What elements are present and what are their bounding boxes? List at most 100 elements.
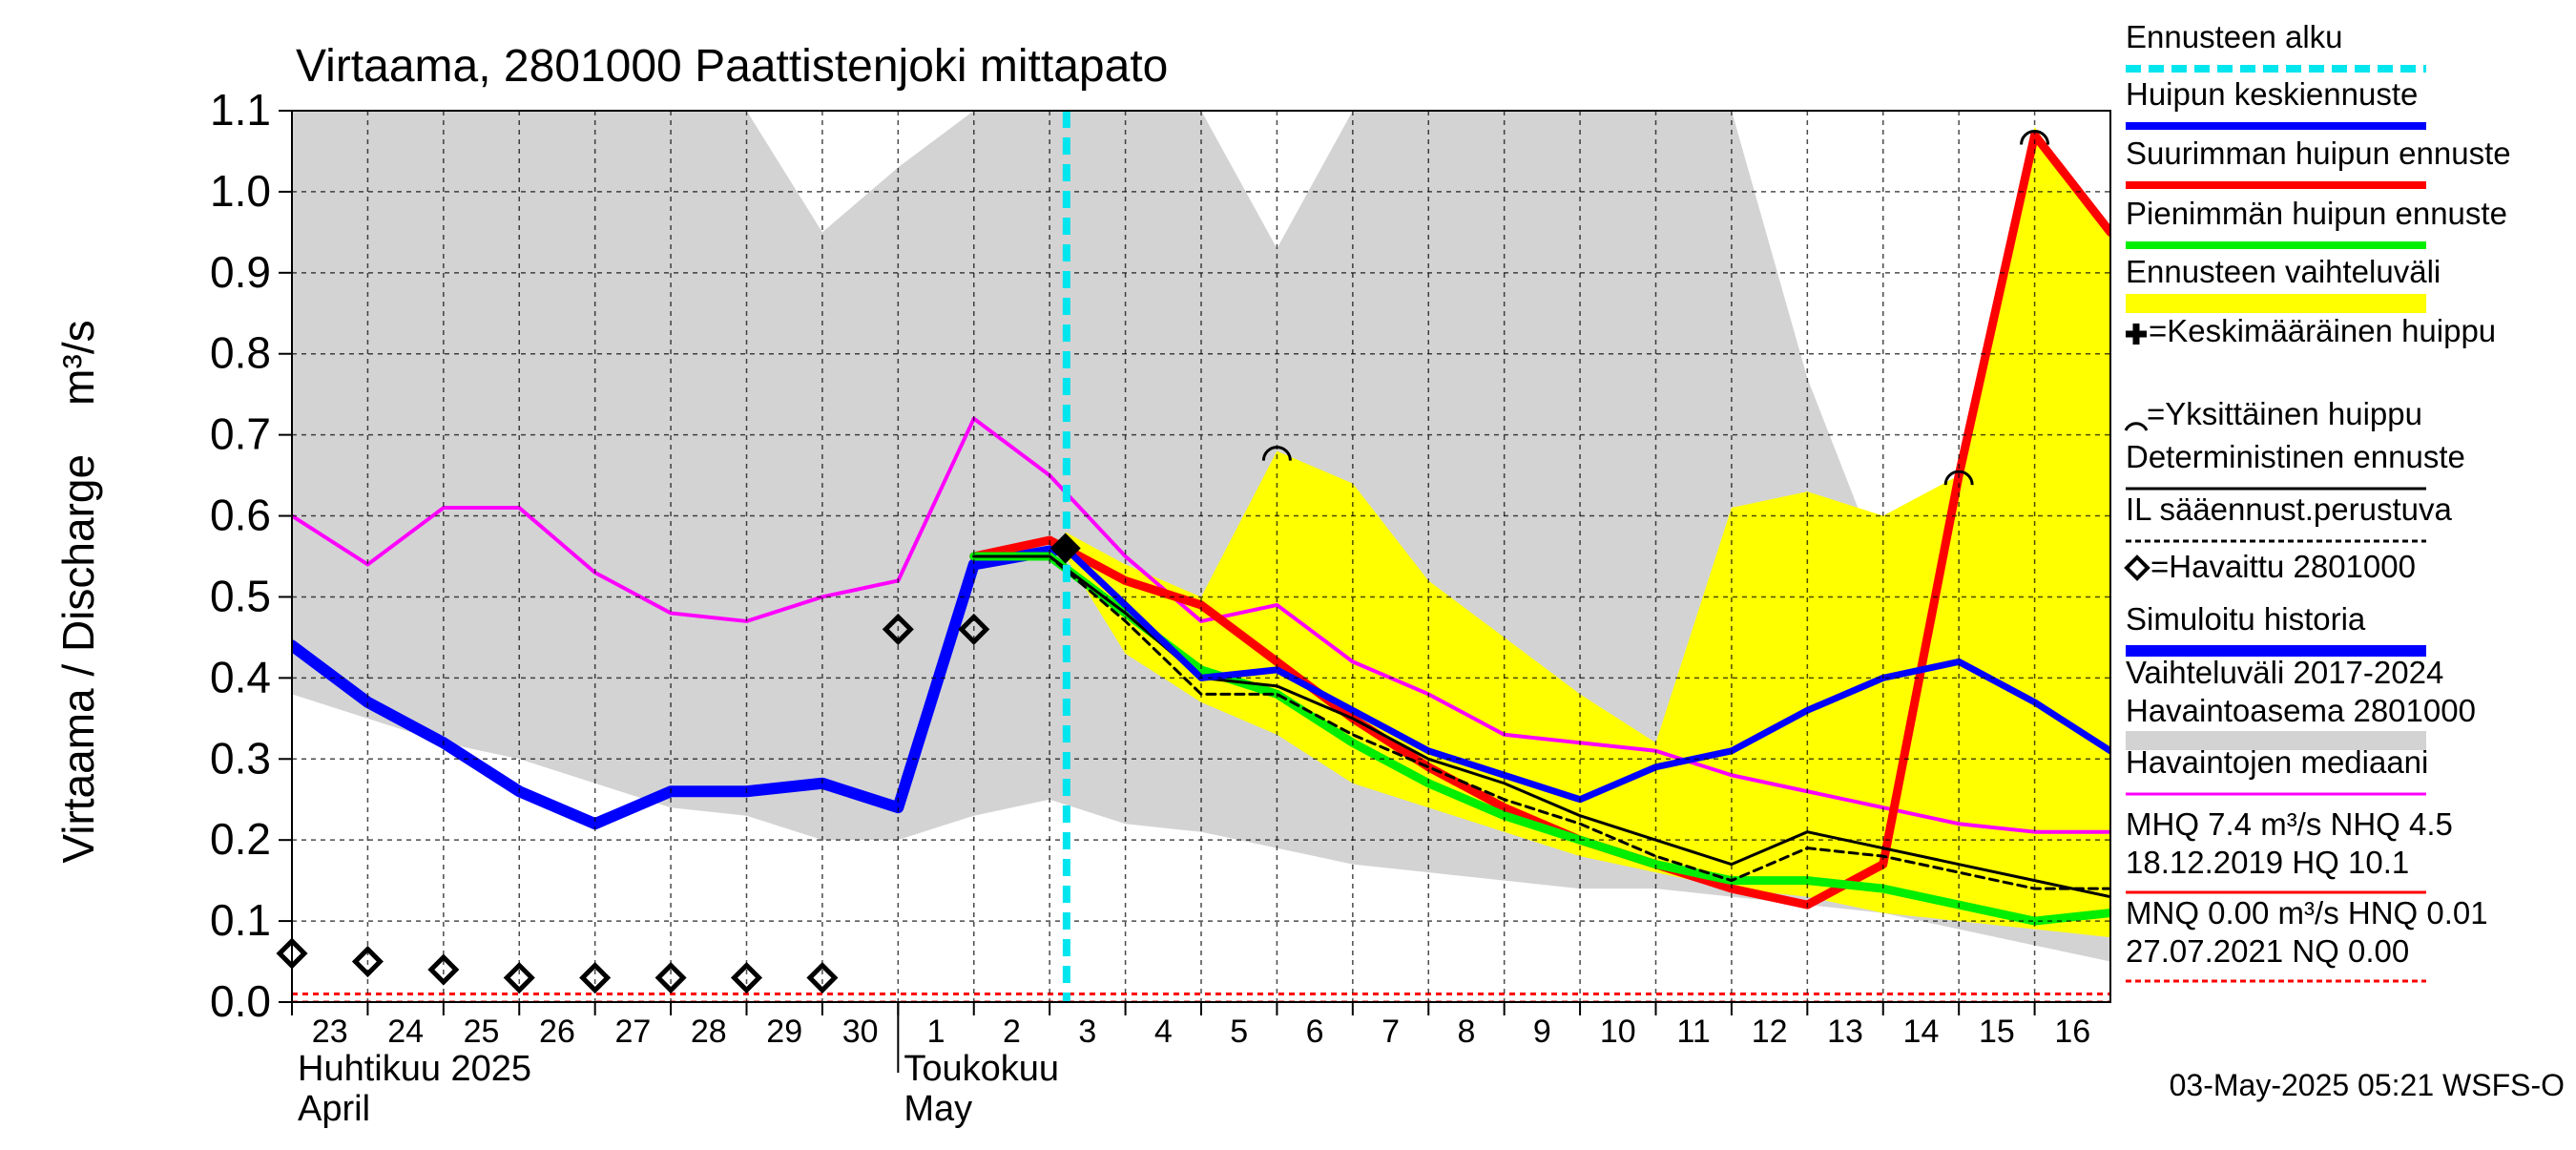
y-tick-label: 0.1: [210, 895, 271, 945]
chart-title: Virtaama, 2801000 Paattistenjoki mittapa…: [296, 41, 1168, 92]
single-peak-marker: [1261, 446, 1292, 461]
legend-item: =Havaittu 2801000: [2124, 549, 2416, 584]
observed-point: [351, 946, 384, 978]
x-tick-label: 26: [539, 1014, 575, 1050]
legend-label: Pienimmän huipun ennuste: [2126, 196, 2507, 231]
timestamp-footer: 03-May-2025 05:21 WSFS-O: [2170, 1068, 2565, 1102]
x-tick-label: 4: [1154, 1014, 1173, 1050]
y-tick-label: 0.7: [210, 409, 271, 459]
single-peak-marker: [1943, 470, 1974, 486]
legend-label: MHQ 7.4 m³/s NHQ 4.5: [2126, 806, 2453, 842]
plot-area: [276, 111, 2110, 1002]
x-tick-label: 28: [691, 1014, 727, 1050]
legend-item: Suurimman huipun ennuste: [2126, 136, 2511, 189]
y-tick-label: 0.5: [210, 571, 271, 620]
y-tick-label: 1.0: [210, 166, 271, 216]
x-tick-label: 13: [1827, 1014, 1863, 1050]
x-tick-label: 9: [1533, 1014, 1551, 1050]
diamond-icon: [2124, 554, 2150, 581]
x-tick-label: 12: [1752, 1014, 1788, 1050]
legend-label: Huipun keskiennuste: [2126, 76, 2418, 112]
x-tick-label: 24: [387, 1014, 424, 1050]
forecast-variation-band: [1065, 126, 2110, 938]
legend-label: Havaintojen mediaani: [2126, 744, 2428, 780]
legend-label: =Havaittu 2801000: [2150, 549, 2416, 584]
legend-label: =Keskimääräinen huippu: [2149, 313, 2496, 348]
axes: 0.00.10.20.30.40.50.60.70.80.91.01.123 24…: [210, 85, 2111, 1129]
observed-point: [503, 961, 535, 994]
legend-label-2: 18.12.2019 HQ 10.1: [2126, 845, 2409, 880]
mean-peak-marker: [1049, 533, 1081, 564]
legend-item: Pienimmän huipun ennuste: [2126, 196, 2507, 249]
plus-icon: [2126, 324, 2147, 345]
series-il-s-ennust-perustuva: [972, 554, 2110, 890]
x-tick-label: 8: [1457, 1014, 1475, 1050]
legend: Ennusteen alku Huipun keskiennuste Suurimm…: [2124, 19, 2511, 983]
y-tick-label: 0.3: [210, 733, 271, 783]
legend-item: Vaihteluväli 2017-2024 Havaintoasema 280…: [2126, 655, 2476, 750]
observed-point: [730, 961, 763, 994]
legend-label: MNQ 0.00 m³/s HNQ 0.01: [2126, 895, 2488, 930]
legend-label: Simuloitu historia: [2126, 601, 2366, 637]
legend-item: =Yksittäinen huippu: [2124, 396, 2422, 431]
arc-icon: [2124, 422, 2149, 431]
x-tick-label: 29: [766, 1014, 802, 1050]
observed-point: [654, 961, 687, 994]
y-tick-label: 0.9: [210, 247, 271, 297]
legend-item: Huipun keskiennuste: [2126, 76, 2426, 130]
month-label-en: April: [298, 1089, 370, 1129]
legend-item: Deterministinen ennuste: [2126, 439, 2465, 491]
y-tick-label: 0.2: [210, 814, 271, 864]
x-tick-label: 23: [312, 1014, 348, 1050]
x-tick-label: 16: [2054, 1014, 2090, 1050]
month-label-en: May: [904, 1089, 972, 1129]
month-label-fi: Toukokuu: [904, 1049, 1059, 1089]
x-tick-label: 6: [1306, 1014, 1324, 1050]
y-tick-label: 0.0: [210, 976, 271, 1026]
y-tick-label: 0.4: [210, 652, 271, 701]
observed-point: [579, 961, 612, 994]
legend-label-2: Havaintoasema 2801000: [2126, 693, 2476, 728]
legend-label: Deterministinen ennuste: [2126, 439, 2465, 474]
x-tick-label: 2: [1003, 1014, 1021, 1050]
single-peak-marker: [2020, 130, 2050, 145]
legend-label: IL sääennust.perustuva: [2126, 491, 2452, 527]
x-tick-label: 1: [927, 1014, 945, 1050]
y-axis-label: Virtaama / Discharge m³/s: [53, 320, 103, 863]
x-tick-label: 5: [1230, 1014, 1248, 1050]
legend-label: =Yksittäinen huippu: [2147, 396, 2422, 431]
observed-point: [806, 961, 839, 994]
x-tick-label: 15: [1979, 1014, 2015, 1050]
y-tick-label: 1.1: [210, 85, 271, 135]
legend-item: =Keskimääräinen huippu: [2126, 313, 2496, 348]
legend-label: Vaihteluväli 2017-2024: [2126, 655, 2443, 690]
x-tick-label: 27: [614, 1014, 651, 1050]
observed-point: [427, 953, 460, 986]
legend-item: Ennusteen vaihteluväli: [2126, 254, 2441, 313]
legend-item: Havaintojen mediaani: [2126, 744, 2428, 796]
x-tick-label: 11: [1677, 1014, 1711, 1050]
month-label-fi: Huhtikuu 2025: [298, 1049, 531, 1089]
x-tick-label: 3: [1078, 1014, 1096, 1050]
legend-label: Ennusteen alku: [2126, 19, 2343, 54]
x-tick-label: 30: [842, 1014, 879, 1050]
observed-point: [958, 613, 990, 645]
legend-label: Ennusteen vaihteluväli: [2126, 254, 2441, 289]
legend-label: Suurimman huipun ennuste: [2126, 136, 2511, 171]
legend-item: Simuloitu historia: [2126, 601, 2426, 657]
x-tick-label: 14: [1903, 1014, 1940, 1050]
grid: [292, 111, 2110, 1002]
y-tick-label: 0.6: [210, 491, 271, 540]
legend-item: MHQ 7.4 m³/s NHQ 4.518.12.2019 HQ 10.1: [2126, 806, 2453, 894]
x-tick-label: 10: [1600, 1014, 1636, 1050]
legend-item: Ennusteen alku: [2126, 19, 2426, 73]
legend-item: IL sääennust.perustuva: [2126, 491, 2452, 543]
x-tick-label: 25: [464, 1014, 500, 1050]
y-tick-label: 0.8: [210, 328, 271, 378]
x-tick-label: 7: [1381, 1014, 1400, 1050]
legend-label-2: 27.07.2021 NQ 0.00: [2126, 933, 2409, 969]
observed-point: [882, 613, 914, 645]
